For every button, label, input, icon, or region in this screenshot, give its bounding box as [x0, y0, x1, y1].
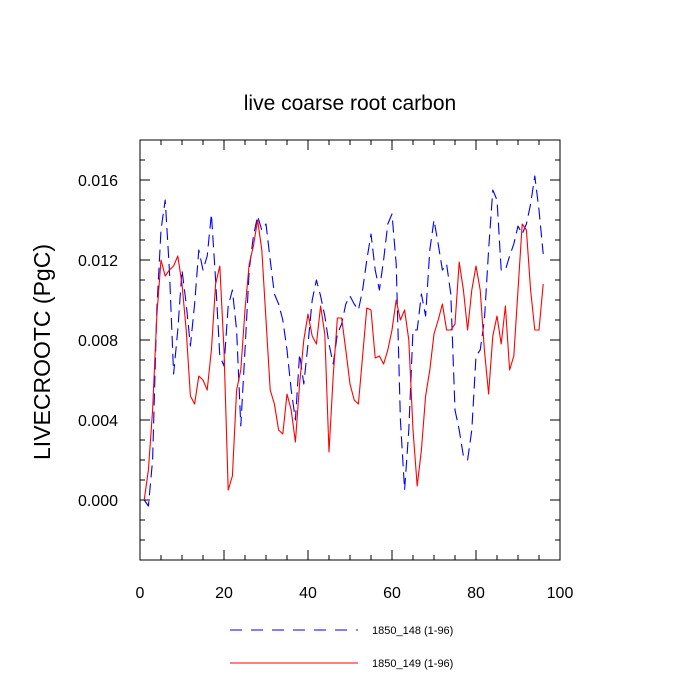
y-tick-label: 0.016 [78, 173, 118, 190]
y-tick-label: 0.000 [78, 493, 118, 510]
tick-labels: 0 20 40 60 80 100 0.000 0.004 0.008 0.012 0.016 [78, 173, 573, 602]
x-tick-label: 0 [136, 585, 145, 602]
x-tick-label: 60 [383, 585, 401, 602]
y-axis-label: LIVECROOTC (PgC) [29, 244, 55, 460]
series-line-1 [143, 175, 544, 507]
legend-label-1: 1850_148 (1-96) [372, 625, 453, 637]
x-tick-label: 80 [467, 585, 485, 602]
x-tick-label: 20 [215, 585, 233, 602]
plot-series [143, 175, 544, 507]
x-tick-label: 40 [299, 585, 317, 602]
chart-title: live coarse root carbon [244, 92, 456, 115]
legend-label-2: 1850_149 (1-96) [372, 658, 453, 670]
y-tick-label: 0.012 [78, 253, 118, 270]
y-tick-label: 0.008 [78, 333, 118, 350]
series-line-2 [143, 219, 544, 501]
y-tick-label: 0.004 [78, 413, 118, 430]
x-tick-label: 100 [547, 585, 574, 602]
plot-frame [139, 139, 561, 561]
legend: 1850_148 (1-96) 1850_149 (1-96) [230, 625, 453, 670]
